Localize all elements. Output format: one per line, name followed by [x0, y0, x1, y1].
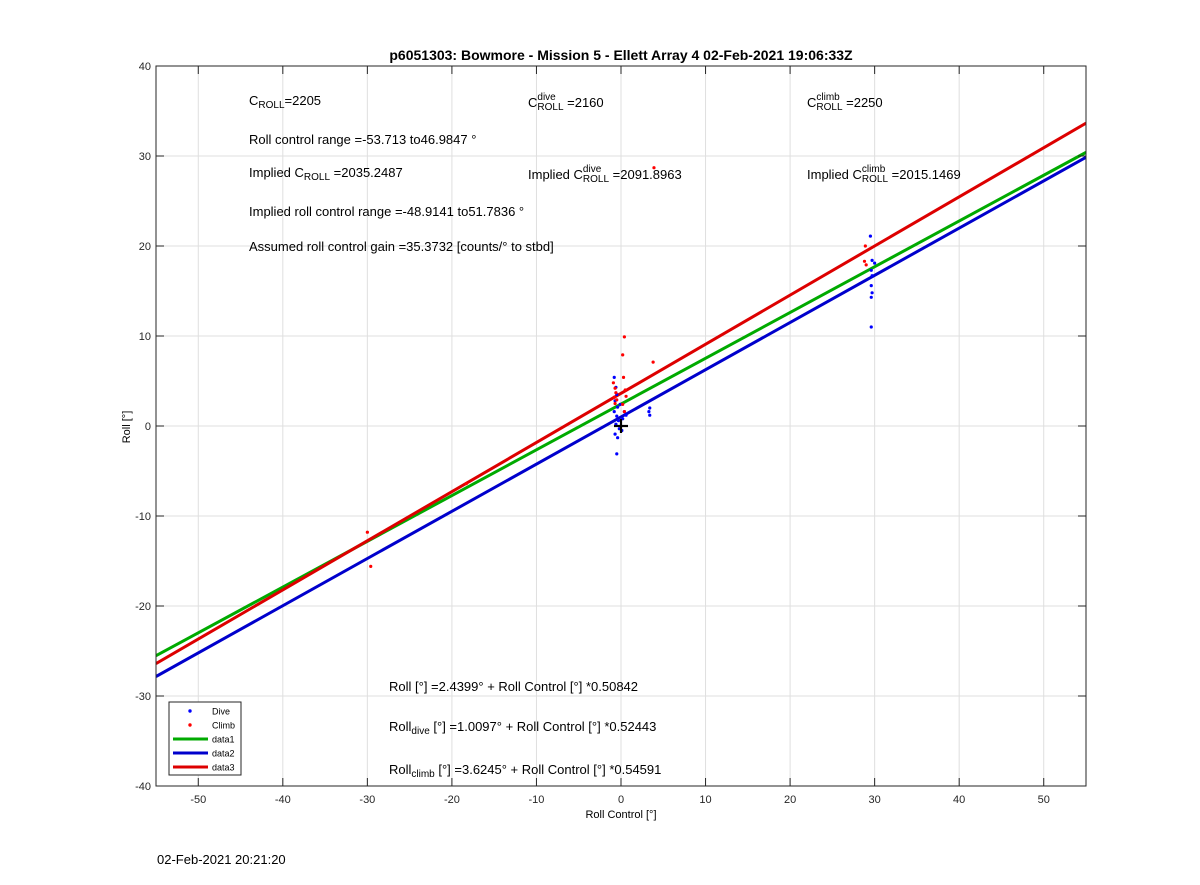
x-axis-label: Roll Control [°] [585, 809, 656, 821]
data-point-dive [616, 436, 620, 440]
data-point-dive [869, 295, 873, 299]
data-point-climb [611, 381, 615, 385]
data-point-dive [615, 452, 619, 456]
x-tick-label: 20 [784, 794, 796, 806]
chart-title: p6051303: Bowmore - Mission 5 - Ellett A… [389, 47, 853, 63]
data-point-dive [870, 274, 874, 278]
data-point-dive [618, 402, 622, 406]
legend-marker-dive [188, 709, 192, 713]
legend: Dive Climb data1 data2 data3 [168, 701, 242, 776]
roll-control-gain-label: Assumed roll control gain =35.3732 [coun… [249, 239, 554, 254]
x-tick-label: 50 [1038, 794, 1050, 806]
y-tick-label: 30 [139, 151, 151, 163]
y-tick-label: -40 [135, 781, 151, 793]
data-point-climb [613, 386, 617, 390]
x-tick-label: -40 [275, 794, 291, 806]
data-point-dive [869, 325, 873, 329]
plot-content [156, 121, 1086, 678]
y-tick-label: 40 [139, 61, 151, 73]
data-point-climb [622, 335, 626, 339]
data-point-dive [873, 261, 877, 265]
data-point-climb [623, 388, 627, 392]
legend-label: Dive [212, 707, 230, 717]
legend-marker-climb [188, 723, 192, 727]
implied-roll-control-range-label: Implied roll control range =-48.9141 to5… [249, 204, 525, 219]
x-tick-label: -10 [529, 794, 545, 806]
data-point-climb [365, 530, 369, 534]
data-point-dive [870, 258, 874, 262]
fit-dive-equation: Rolldive [°] =1.0097° + Roll Control [°]… [389, 719, 657, 737]
legend-label: Climb [212, 721, 235, 731]
data-point-dive [613, 432, 617, 436]
data-point-climb [624, 394, 628, 398]
data-point-climb [621, 375, 626, 379]
data-point-dive [869, 268, 873, 272]
roll-control-range-label: Roll control range =-53.713 to46.9847 ° [249, 132, 477, 147]
data-point-climb [615, 398, 619, 402]
x-tick-label: -30 [359, 794, 375, 806]
x-tick-label: 40 [953, 794, 965, 806]
x-tick-label: 0 [618, 794, 624, 806]
data-point-climb [369, 564, 373, 569]
data-point-dive [648, 413, 652, 417]
data-point-climb [464, 482, 468, 486]
y-tick-label: 10 [139, 331, 151, 343]
implied-c-roll-label: Implied CROLL =2035.2487 [249, 165, 403, 183]
x-tick-label: -50 [190, 794, 206, 806]
data-point-climb [612, 395, 616, 399]
legend-label: data2 [212, 749, 235, 759]
fit-line-data2 [156, 156, 1086, 678]
data-point-climb [614, 391, 618, 395]
data-point-dive [647, 410, 651, 414]
data-point-dive [616, 405, 620, 409]
data-point-dive [616, 419, 621, 423]
y-tick-label: -30 [135, 691, 151, 703]
x-tick-label: -20 [444, 794, 460, 806]
data-point-dive [612, 410, 616, 414]
legend-label: data1 [212, 735, 235, 745]
data-point-dive [869, 284, 873, 288]
y-tick-label: 0 [145, 421, 151, 433]
print-timestamp: 02-Feb-2021 20:21:20 [157, 852, 286, 867]
c-roll-label: CROLL=2205 [249, 93, 322, 111]
data-point-climb [621, 353, 625, 357]
fit-all-equation: Roll [°] =2.4399° + Roll Control [°] *0.… [389, 679, 639, 694]
data-point-climb [652, 166, 656, 170]
fit-climb-equation: Rollclimb [°] =3.6245° + Roll Control [°… [389, 762, 662, 780]
data-point-climb [613, 401, 617, 406]
legend-label: data3 [212, 763, 235, 773]
data-point-dive [615, 414, 619, 418]
data-point-climb [864, 263, 868, 267]
data-point-dive [612, 375, 616, 379]
data-point-dive [868, 234, 873, 238]
y-axis-label: Roll [°] [121, 411, 133, 444]
x-tick-label: 10 [699, 794, 711, 806]
data-point-climb [651, 360, 655, 364]
y-tick-label: -20 [135, 601, 151, 613]
data-point-climb [621, 402, 625, 406]
data-point-climb [862, 259, 867, 263]
axis-ticks: -50 -40 -30 -20 -10 0 10 20 30 40 50 -40 -30 -20 -10 0 1… [135, 61, 1086, 806]
data-point-dive [870, 291, 874, 295]
y-tick-label: 20 [139, 241, 151, 253]
fit-line-data3 [156, 121, 1086, 665]
data-point-climb [622, 410, 626, 414]
data-point-dive [624, 413, 628, 417]
x-tick-label: 30 [869, 794, 881, 806]
data-point-climb [863, 244, 867, 248]
data-point-dive [648, 406, 652, 410]
y-tick-label: -10 [135, 511, 151, 523]
